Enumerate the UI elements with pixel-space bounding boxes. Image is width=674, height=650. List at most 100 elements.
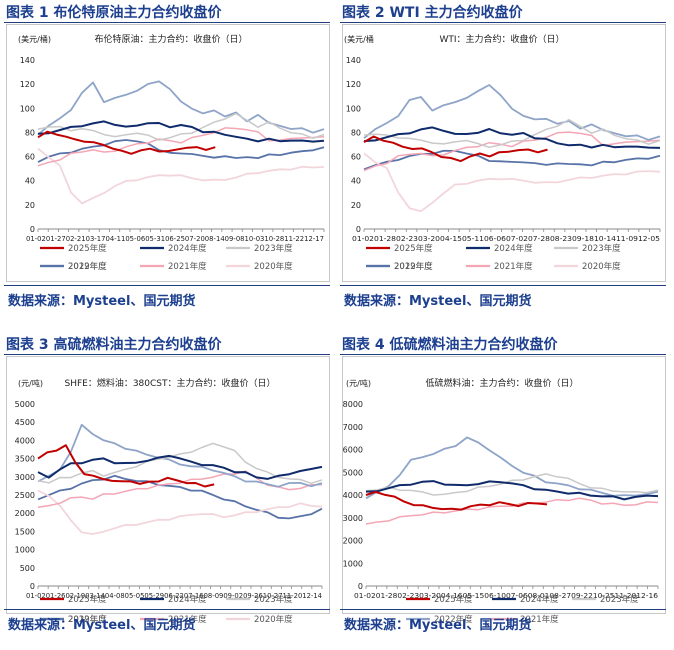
y-tick-label: 0 <box>30 582 35 591</box>
series-line <box>365 497 659 525</box>
y-tick-label: 100 <box>346 104 361 113</box>
chart-panel-brent: 图表 1 布伦特原油主力合约收盘价 (美元/桶) 布伦特原油：主力合约：收盘价（日… <box>4 0 334 318</box>
y-tick-label: 1500 <box>15 527 35 536</box>
y-tick-label: 4500 <box>15 418 35 427</box>
source-note: 数据来源：Mysteel、国元期货 <box>8 618 196 633</box>
series-line <box>37 454 323 480</box>
figure-title: 图表 1 布伦特原油主力合约收盘价 <box>6 5 222 21</box>
y-tick-label: 2000 <box>343 537 363 546</box>
series-line <box>363 126 661 149</box>
legend-label: 2023年度 <box>600 594 639 605</box>
y-tick-label: 0 <box>30 225 35 234</box>
source-note: 数据来源：Mysteel、国元期货 <box>344 294 532 309</box>
legend-label: 2020年度 <box>254 614 293 625</box>
y-tick-label: 40 <box>351 177 361 186</box>
series-line <box>37 442 323 485</box>
legend-label: 2020年度 <box>254 261 293 272</box>
series-line <box>37 139 325 163</box>
y-tick-label: 5000 <box>343 468 363 477</box>
legend-label: 2021年度 <box>168 261 207 272</box>
wti-line-chart: (美元/桶 WTI：主力合约：收盘价（日） 0 20 40 60 80 100 120 140 01… <box>344 33 661 272</box>
y-tick-label: 5000 <box>15 400 35 409</box>
chart-title: SHFE：燃料油：380CST：主力合约：收盘价（日） <box>64 377 275 389</box>
y-tick-label: 0 <box>356 225 361 234</box>
series-line <box>37 423 323 488</box>
y-tick-label: 120 <box>346 80 361 89</box>
series-line <box>37 147 325 205</box>
legend-label: 2022年度 <box>394 261 433 272</box>
legend-label: 2022年度 <box>434 614 473 625</box>
legend-label: 2019年度 <box>68 261 107 272</box>
source-rule <box>340 609 666 610</box>
y-tick-label: 40 <box>25 177 35 186</box>
figure-title: 图表 2 WTI 主力合约收盘价 <box>342 5 523 21</box>
y-tick-label: 500 <box>20 564 35 573</box>
chart-title: WTI：主力合约：收盘价（日） <box>439 33 564 45</box>
legend-label: 2023年度 <box>254 594 293 605</box>
legend-label: 2020年度 <box>582 261 621 272</box>
legend-label: 2024年度 <box>520 594 559 605</box>
source-note: 数据来源：Mysteel、国元期货 <box>8 294 196 309</box>
y-tick-label: 3000 <box>15 473 35 482</box>
lsfo-line-chart: (元/吨) 低硫燃料油：主力合约：收盘价（日） 0 1000 2000 3000 4000 5… <box>343 377 659 625</box>
legend-label: 2019年度 <box>68 614 107 625</box>
y-tick-label: 7000 <box>343 423 363 432</box>
figure-title: 图表 4 低硫燃料油主力合约收盘价 <box>342 337 558 353</box>
y-tick-label: 80 <box>25 128 35 137</box>
x-tick-labels: 01-0201-2802-2303-2004-1605-1506-1007-06… <box>354 591 658 600</box>
x-tick-labels: 01-0201-2602-1903-1404-0805-0505-2906-22… <box>26 591 322 600</box>
series-line <box>363 131 661 172</box>
chart-panel-low-sulfur-fuel-oil: 图表 4 低硫燃料油主力合约收盘价 (元/吨) 低硫燃料油：主力合约：收盘价（日）… <box>340 332 670 650</box>
series-line <box>363 118 661 149</box>
brent-line-chart: (美元/桶) 布伦特原油：主力合约：收盘价（日） 0 20 40 60 80 100 120 14… <box>18 33 325 272</box>
series-line <box>363 135 548 163</box>
legend-label: 2024年度 <box>168 594 207 605</box>
title-rule <box>340 354 666 355</box>
y-tick-label: 1000 <box>343 559 363 568</box>
legend-label: 2023年度 <box>254 243 293 254</box>
series-line <box>37 120 325 143</box>
legend-label: 2025年度 <box>68 243 107 254</box>
chart-frame <box>342 24 666 282</box>
y-tick-label: 140 <box>20 56 35 65</box>
y-tick-label: 8000 <box>343 400 363 409</box>
y-tick-label: 120 <box>20 80 35 89</box>
y-tick-label: 1000 <box>15 546 35 555</box>
y-tick-label: 100 <box>20 104 35 113</box>
legend-label: 2024年度 <box>168 243 207 254</box>
series-line <box>37 130 216 155</box>
y-tick-label: 3500 <box>15 455 35 464</box>
legend-label: 2022年度 <box>68 614 107 625</box>
source-rule <box>4 285 330 286</box>
legend-label: 2019年度 <box>394 261 433 272</box>
source-rule <box>340 285 666 286</box>
y-tick-label: 0 <box>358 582 363 591</box>
hsfo-line-chart: (元/吨) SHFE：燃料油：380CST：主力合约：收盘价（日） 0 500 1000… <box>15 377 323 625</box>
legend-label: 2021年度 <box>494 261 533 272</box>
y-tick-label: 20 <box>351 201 361 210</box>
x-tick-labels: 01-0201-2802-2303-2004-1505-1106-0607-02… <box>352 234 660 243</box>
series-line <box>365 490 548 511</box>
legend-label: 2024年度 <box>494 243 533 254</box>
y-tick-label: 6000 <box>343 446 363 455</box>
legend-label: 2021年度 <box>168 614 207 625</box>
series-line <box>365 480 659 501</box>
y-tick-label: 4000 <box>343 491 363 500</box>
source-rule <box>4 609 330 610</box>
legend-label: 2025年度 <box>394 243 433 254</box>
series-line <box>37 112 325 141</box>
series-line <box>363 152 661 213</box>
y-unit-label: (元/吨) <box>346 378 371 388</box>
series-line <box>365 473 659 496</box>
y-unit-label: (美元/桶) <box>18 34 51 44</box>
chart-title: 低硫燃料油：主力合约：收盘价（日） <box>425 377 578 389</box>
y-unit-label: (美元/桶 <box>344 34 374 44</box>
legend-label: 2025年度 <box>68 594 107 605</box>
chart-panel-wti: 图表 2 WTI 主力合约收盘价 (美元/桶 WTI：主力合约：收盘价（日） 0 20… <box>340 0 670 318</box>
series-line <box>37 474 323 520</box>
y-tick-label: 4000 <box>15 436 35 445</box>
title-rule <box>4 22 330 23</box>
chart-panel-high-sulfur-fuel-oil: 图表 3 高硫燃料油主力合约收盘价 (元/吨) SHFE：燃料油：380CST：主… <box>4 332 334 650</box>
y-tick-label: 2000 <box>15 509 35 518</box>
chart-frame <box>6 356 330 614</box>
